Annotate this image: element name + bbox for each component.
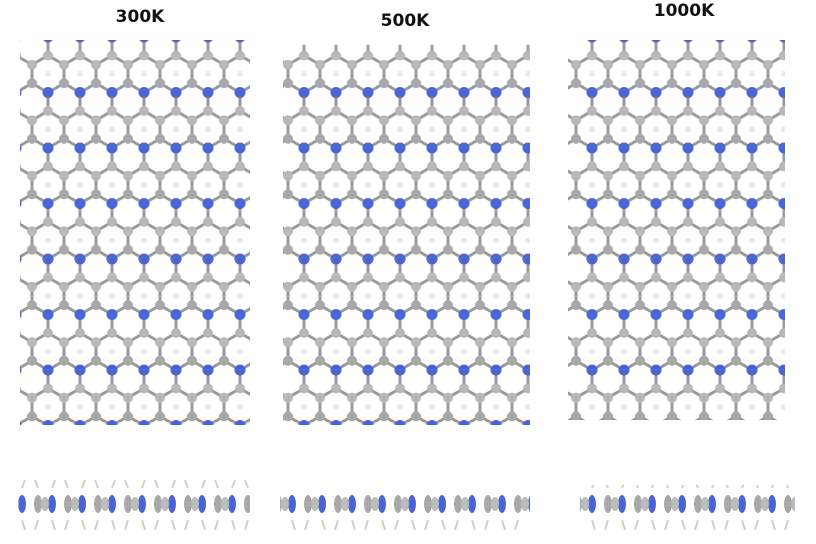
- panel-label: 500K: [381, 11, 430, 31]
- lattice-side-view: [18, 480, 250, 535]
- panel-label: 300K: [116, 7, 165, 27]
- panel-label: 1000K: [654, 1, 715, 21]
- lattice-top-view: [20, 40, 250, 425]
- lattice-top-view: [283, 45, 530, 425]
- lattice-side-view: [580, 485, 795, 535]
- lattice-side-view: [280, 488, 530, 533]
- lattice-top-view: [568, 40, 785, 420]
